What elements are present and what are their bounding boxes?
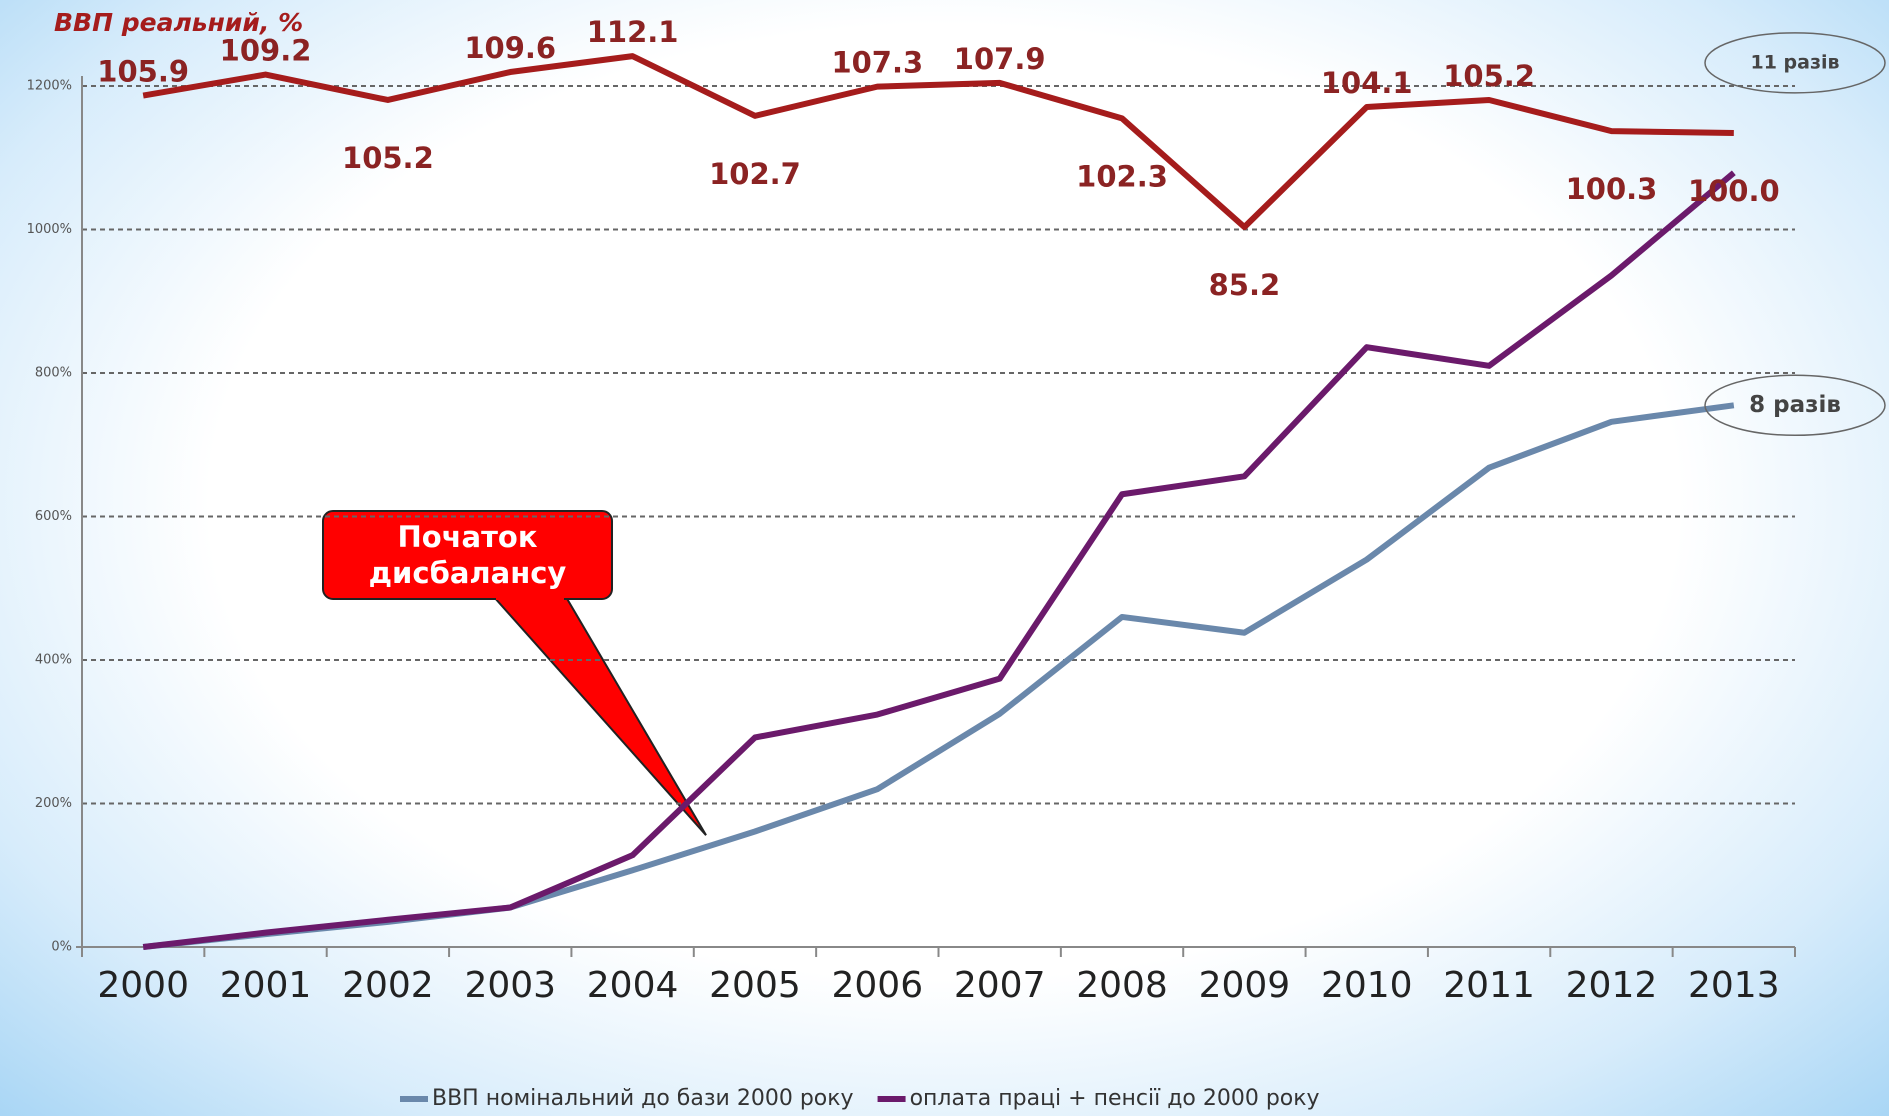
x-tick-label: 2010 — [1321, 965, 1413, 1006]
data-label: 112.1 — [587, 15, 679, 49]
y-tick-label: 1000% — [27, 222, 72, 237]
legend-label: оплата праці + пенсії до 2000 року — [910, 1086, 1320, 1111]
y-tick-label: 800% — [35, 366, 72, 381]
data-label: 107.3 — [831, 46, 923, 80]
x-tick-label: 2008 — [1076, 965, 1168, 1006]
callout-text: Початок дисбалансу — [368, 520, 567, 590]
y-tick-label: 1200% — [27, 79, 72, 94]
legend-label: ВВП номінальний до бази 2000 року — [432, 1086, 854, 1111]
data-label: 109.6 — [464, 31, 556, 65]
x-tick-label: 2011 — [1443, 965, 1535, 1006]
x-tick-label: 2002 — [342, 965, 434, 1006]
x-tick-label: 2005 — [709, 965, 801, 1006]
data-label: 109.2 — [220, 34, 312, 68]
y-tick-label: 0% — [51, 940, 72, 955]
x-tick-label: 2001 — [220, 965, 312, 1006]
x-tick-label: 2007 — [954, 965, 1046, 1006]
callout-joint — [496, 590, 564, 600]
x-tick-label: 2004 — [587, 965, 679, 1006]
series-line — [142, 170, 1736, 950]
data-label: 102.7 — [709, 157, 801, 191]
data-label: 102.3 — [1076, 159, 1168, 193]
x-tick-label: 2003 — [464, 965, 556, 1006]
annotation-ellipse — [1704, 374, 1886, 437]
data-label: 100.3 — [1566, 172, 1658, 206]
data-label: 105.2 — [1443, 59, 1535, 93]
data-label: 105.2 — [342, 141, 434, 175]
y-tick-label: 200% — [35, 796, 72, 811]
callout — [322, 510, 707, 836]
series-line — [142, 53, 1734, 231]
x-tick-label: 2012 — [1566, 965, 1658, 1006]
chart-title: ВВП реальний, % — [54, 8, 303, 37]
y-tick-label: 600% — [35, 509, 72, 524]
x-tick-label: 2006 — [832, 965, 924, 1006]
annotation-ellipse — [1704, 32, 1886, 94]
annotation-text: 8 разів — [1749, 392, 1841, 418]
data-label: 104.1 — [1321, 66, 1413, 100]
series-line — [142, 402, 1735, 950]
data-label: 107.9 — [954, 42, 1046, 76]
x-tick-label: 2000 — [97, 965, 189, 1006]
data-label: 85.2 — [1209, 268, 1281, 302]
callout-box — [322, 510, 613, 600]
annotation-text: 11 разів — [1750, 51, 1839, 73]
x-tick-label: 2009 — [1199, 965, 1291, 1006]
data-label: 105.9 — [97, 55, 189, 89]
callout-pointer — [491, 596, 707, 836]
y-tick-label: 400% — [35, 653, 72, 668]
x-tick-label: 2013 — [1688, 965, 1780, 1006]
data-label: 100.0 — [1688, 174, 1780, 208]
